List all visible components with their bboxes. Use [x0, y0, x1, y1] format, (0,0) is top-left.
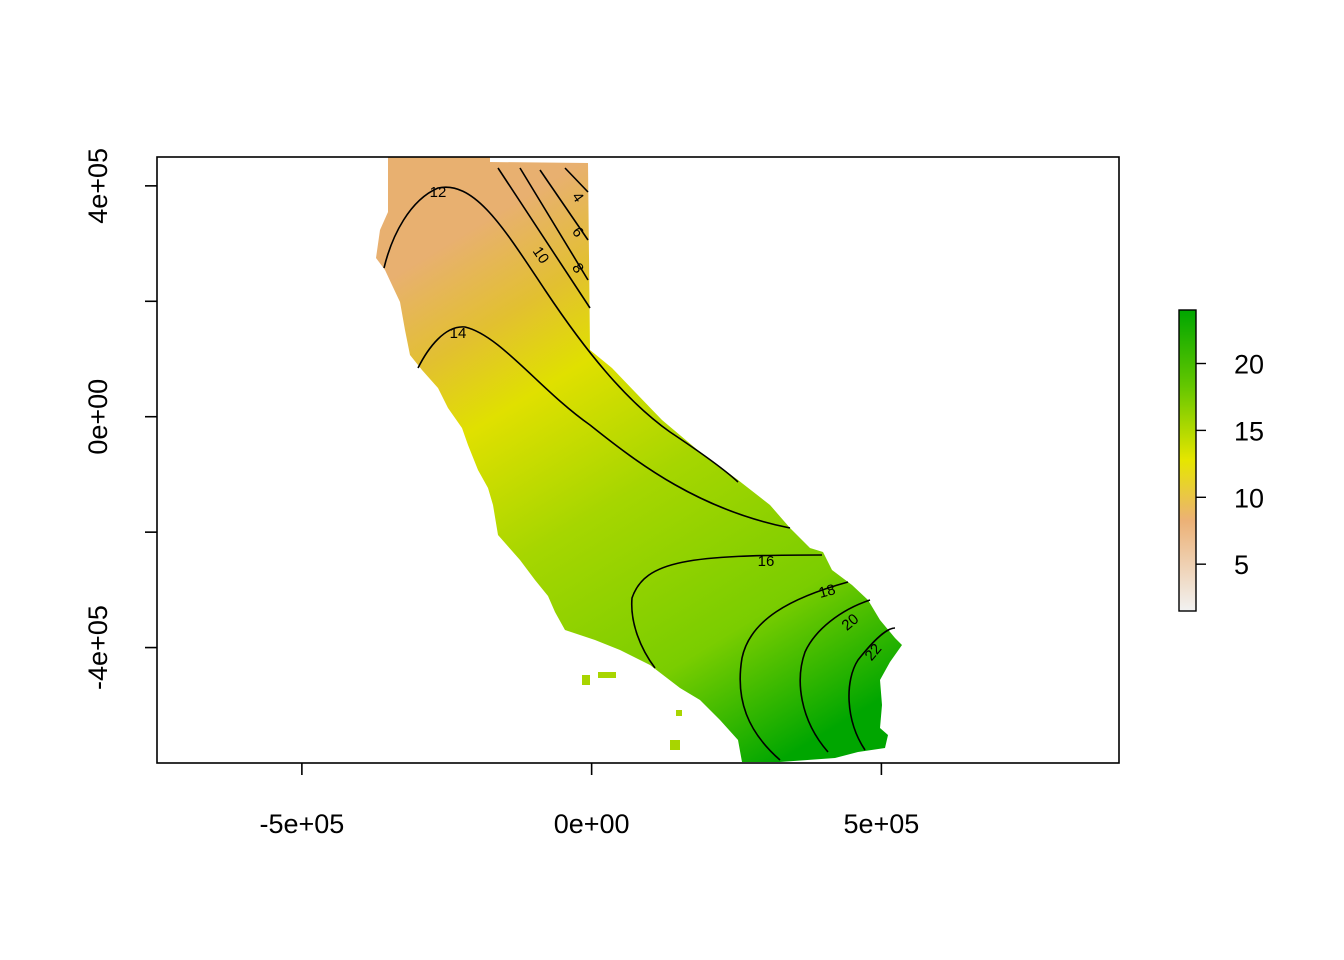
x-tick-label: 0e+00 [554, 809, 630, 839]
contour-layer [383, 167, 896, 761]
contour-line-8 [519, 167, 589, 281]
contour-line-22 [848, 627, 896, 751]
contour-label-18: 18 [817, 581, 838, 602]
plot-frame [156, 156, 1120, 764]
tiny-coastal-pixel-1 [582, 675, 590, 685]
y-tick-label: 0e+00 [83, 379, 113, 455]
contour-label-10: 10 [529, 244, 552, 267]
contour-line-6 [539, 169, 589, 241]
y-tick-label: -4e+05 [83, 605, 113, 690]
tiny-coastal-pixel-3 [676, 710, 682, 716]
legend-tick-label: 20 [1234, 350, 1264, 380]
raster-layer [376, 157, 902, 762]
contour-label-14: 14 [450, 325, 467, 342]
contour-line-14 [417, 326, 791, 529]
contour-line-10 [497, 167, 591, 309]
legend-ticks: 5 10 15 20 [1196, 350, 1264, 580]
contour-line-18 [739, 581, 849, 761]
california-raster [376, 157, 902, 762]
legend-tick-label: 10 [1234, 483, 1264, 513]
contour-line-4 [564, 167, 589, 193]
tiny-coastal-pixel-2 [598, 672, 616, 678]
y-tick-label: 4e+05 [83, 148, 113, 224]
legend: 5 10 15 20 [1178, 309, 1264, 612]
x-tick-label: 5e+05 [843, 809, 919, 839]
contour-line-12 [383, 186, 739, 483]
legend-tick-label: 5 [1234, 550, 1249, 580]
contour-line-20 [799, 599, 871, 753]
tiny-coastal-pixel-4 [670, 740, 680, 750]
contour-line-16 [630, 554, 823, 669]
y-axis: -4e+05 0e+00 4e+05 [83, 148, 157, 690]
x-axis: -5e+05 0e+00 5e+05 [259, 763, 919, 839]
legend-tick-label: 15 [1234, 416, 1264, 446]
contour-label-12: 12 [430, 184, 447, 201]
contour-label-16: 16 [758, 553, 775, 570]
x-tick-label: -5e+05 [259, 809, 344, 839]
legend-colorbar [1178, 309, 1197, 612]
